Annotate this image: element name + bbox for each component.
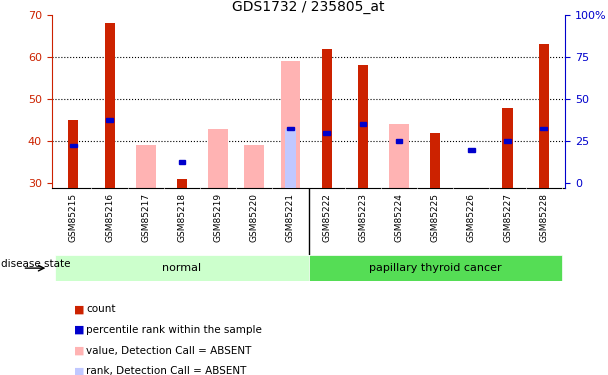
Text: GSM85223: GSM85223 <box>358 193 367 242</box>
Text: GSM85216: GSM85216 <box>105 193 114 242</box>
Text: GSM85227: GSM85227 <box>503 193 512 242</box>
Bar <box>322 49 332 188</box>
Bar <box>502 108 513 188</box>
Bar <box>285 129 295 188</box>
Text: GSM85215: GSM85215 <box>69 193 78 242</box>
FancyBboxPatch shape <box>308 255 562 281</box>
Title: GDS1732 / 235805_at: GDS1732 / 235805_at <box>232 0 385 14</box>
Text: value, Detection Call = ABSENT: value, Detection Call = ABSENT <box>86 346 252 355</box>
Text: rank, Detection Call = ABSENT: rank, Detection Call = ABSENT <box>86 366 247 375</box>
Bar <box>287 127 294 130</box>
Bar <box>468 148 475 152</box>
Text: GSM85225: GSM85225 <box>430 193 440 242</box>
Bar <box>359 123 366 126</box>
Bar <box>430 133 440 188</box>
Bar <box>389 124 409 188</box>
Text: ■: ■ <box>74 346 85 355</box>
Text: GSM85226: GSM85226 <box>467 193 476 242</box>
Bar <box>177 179 187 188</box>
Bar <box>68 120 78 188</box>
Text: ■: ■ <box>74 366 85 375</box>
Bar <box>208 129 228 188</box>
Bar <box>323 131 330 135</box>
Bar <box>396 140 402 143</box>
Bar <box>70 144 77 147</box>
Bar <box>280 61 300 188</box>
Text: GSM85219: GSM85219 <box>213 193 223 242</box>
Bar <box>358 66 368 188</box>
FancyBboxPatch shape <box>55 255 308 281</box>
Bar <box>106 118 113 122</box>
Bar <box>539 45 549 188</box>
Text: disease state: disease state <box>1 260 70 269</box>
Bar <box>179 160 185 164</box>
Bar <box>136 146 156 188</box>
Bar <box>244 146 264 188</box>
Bar <box>541 127 547 130</box>
Text: GSM85217: GSM85217 <box>141 193 150 242</box>
Text: GSM85228: GSM85228 <box>539 193 548 242</box>
Text: GSM85222: GSM85222 <box>322 193 331 242</box>
Text: GSM85218: GSM85218 <box>178 193 187 242</box>
Text: ■: ■ <box>74 304 85 314</box>
Text: GSM85220: GSM85220 <box>250 193 259 242</box>
Text: papillary thyroid cancer: papillary thyroid cancer <box>369 263 502 273</box>
Text: ■: ■ <box>74 325 85 335</box>
Bar <box>504 140 511 143</box>
Text: percentile rank within the sample: percentile rank within the sample <box>86 325 262 335</box>
Text: GSM85221: GSM85221 <box>286 193 295 242</box>
Text: GSM85224: GSM85224 <box>395 193 404 242</box>
Text: normal: normal <box>162 263 201 273</box>
Bar <box>105 23 115 188</box>
Text: count: count <box>86 304 116 314</box>
